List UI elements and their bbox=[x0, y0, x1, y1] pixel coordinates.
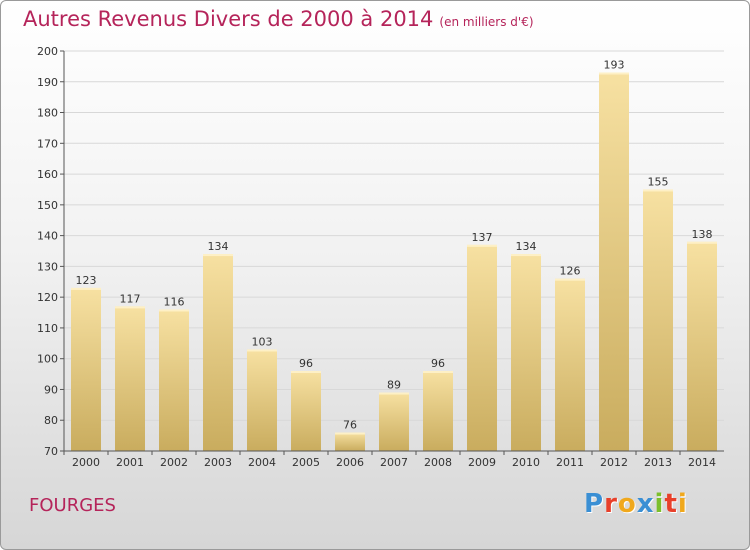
x-tick-label: 2010 bbox=[512, 456, 540, 469]
x-tick-label: 2005 bbox=[292, 456, 320, 469]
y-axis-labels: 70 80 90 100 110 120 130 140 150 160 170 180 190 200 bbox=[37, 45, 58, 458]
bar-highlight bbox=[555, 278, 585, 281]
bar[interactable] bbox=[423, 371, 453, 451]
data-label: 193 bbox=[604, 59, 625, 72]
data-label: 103 bbox=[252, 335, 273, 348]
bar[interactable] bbox=[687, 241, 717, 451]
x-tick-label: 2000 bbox=[72, 456, 100, 469]
x-tick-label: 2008 bbox=[424, 456, 452, 469]
bar-highlight bbox=[423, 371, 453, 373]
bar-highlight bbox=[687, 241, 717, 244]
y-tick-label: 180 bbox=[37, 107, 58, 120]
y-tick-label: 120 bbox=[37, 291, 58, 304]
x-axis-labels: 2000 2001 2002 2003 2004 2005 2006 2007 2008 2009… bbox=[63, 451, 716, 469]
x-tick-label: 2006 bbox=[336, 456, 364, 469]
logo-letter: P bbox=[584, 489, 605, 519]
bar-highlight bbox=[467, 244, 497, 247]
bar-highlight bbox=[291, 371, 321, 373]
x-tick-label: 2002 bbox=[160, 456, 188, 469]
data-label: 89 bbox=[387, 379, 401, 392]
logo-letter: r bbox=[604, 489, 618, 519]
axes bbox=[63, 51, 724, 452]
data-label: 155 bbox=[648, 175, 669, 188]
data-label: 134 bbox=[516, 240, 537, 253]
x-tick-label: 2011 bbox=[556, 456, 584, 469]
y-tick-label: 80 bbox=[44, 414, 58, 427]
logo-letter: x bbox=[636, 489, 655, 519]
bar[interactable] bbox=[511, 254, 541, 451]
y-tick-label: 160 bbox=[37, 168, 58, 181]
bar-highlight bbox=[71, 287, 101, 290]
proxiti-logo[interactable]: Proxiti bbox=[584, 489, 688, 519]
bar[interactable] bbox=[247, 349, 277, 451]
x-tick-label: 2012 bbox=[600, 456, 628, 469]
data-label: 117 bbox=[120, 292, 141, 305]
y-tick-label: 140 bbox=[37, 230, 58, 243]
bar[interactable] bbox=[291, 371, 321, 451]
bar[interactable] bbox=[115, 306, 145, 451]
bar[interactable] bbox=[71, 287, 101, 451]
chart-subtitle: (en milliers d'€) bbox=[439, 15, 534, 29]
bar[interactable] bbox=[643, 189, 673, 451]
logo-letter: t bbox=[664, 489, 678, 519]
x-tick-label: 2014 bbox=[688, 456, 716, 469]
data-label: 138 bbox=[692, 228, 713, 241]
data-label: 96 bbox=[431, 357, 445, 370]
x-tick-label: 2007 bbox=[380, 456, 408, 469]
x-tick-label: 2009 bbox=[468, 456, 496, 469]
data-label: 126 bbox=[560, 265, 581, 278]
bar-highlight bbox=[159, 309, 189, 312]
city-name: FOURGES bbox=[29, 495, 116, 516]
bar[interactable] bbox=[379, 392, 409, 451]
y-tick-label: 190 bbox=[37, 76, 58, 89]
data-label: 123 bbox=[76, 274, 97, 287]
x-tick-label: 2003 bbox=[204, 456, 232, 469]
bar-highlight bbox=[511, 254, 541, 257]
logo-letter: i bbox=[654, 489, 665, 519]
bar[interactable] bbox=[467, 244, 497, 451]
bar-highlight bbox=[643, 189, 673, 192]
y-tick-label: 200 bbox=[37, 45, 58, 58]
bar[interactable] bbox=[599, 72, 629, 452]
data-label: 76 bbox=[343, 419, 357, 432]
x-tick-label: 2013 bbox=[644, 456, 672, 469]
y-tick-label: 130 bbox=[37, 260, 58, 273]
bar-highlight bbox=[335, 432, 365, 435]
y-tick-label: 150 bbox=[37, 199, 58, 212]
data-label: 137 bbox=[472, 231, 493, 244]
x-tick-label: 2001 bbox=[116, 456, 144, 469]
chart-title: Autres Revenus Divers de 2000 à 2014 (en … bbox=[23, 7, 534, 31]
data-label: 96 bbox=[299, 357, 313, 370]
x-tick-label: 2004 bbox=[248, 456, 276, 469]
bar-highlight bbox=[247, 349, 277, 352]
y-tick-label: 100 bbox=[37, 353, 58, 366]
bar-highlight bbox=[379, 392, 409, 395]
data-label: 116 bbox=[164, 295, 185, 308]
bar[interactable] bbox=[159, 309, 189, 451]
chart-title-text: Autres Revenus Divers de 2000 à 2014 bbox=[23, 7, 434, 31]
data-labels: 123 117 116 134 103 96 76 89 96 137 134 126 193 155 13… bbox=[76, 59, 713, 432]
y-tick-label: 70 bbox=[44, 445, 58, 458]
data-label: 134 bbox=[208, 240, 229, 253]
bar[interactable] bbox=[555, 278, 585, 451]
bar-highlight bbox=[599, 72, 629, 75]
y-tick-label: 110 bbox=[37, 322, 58, 335]
bar-highlight bbox=[203, 254, 233, 257]
bar-highlight bbox=[115, 306, 145, 309]
logo-letter: o bbox=[617, 489, 637, 519]
logo-letter: i bbox=[677, 489, 688, 519]
y-tick-label: 90 bbox=[44, 383, 58, 396]
y-tick-label: 170 bbox=[37, 137, 58, 150]
bars bbox=[71, 72, 717, 452]
bar[interactable] bbox=[335, 432, 365, 451]
bar[interactable] bbox=[203, 254, 233, 451]
